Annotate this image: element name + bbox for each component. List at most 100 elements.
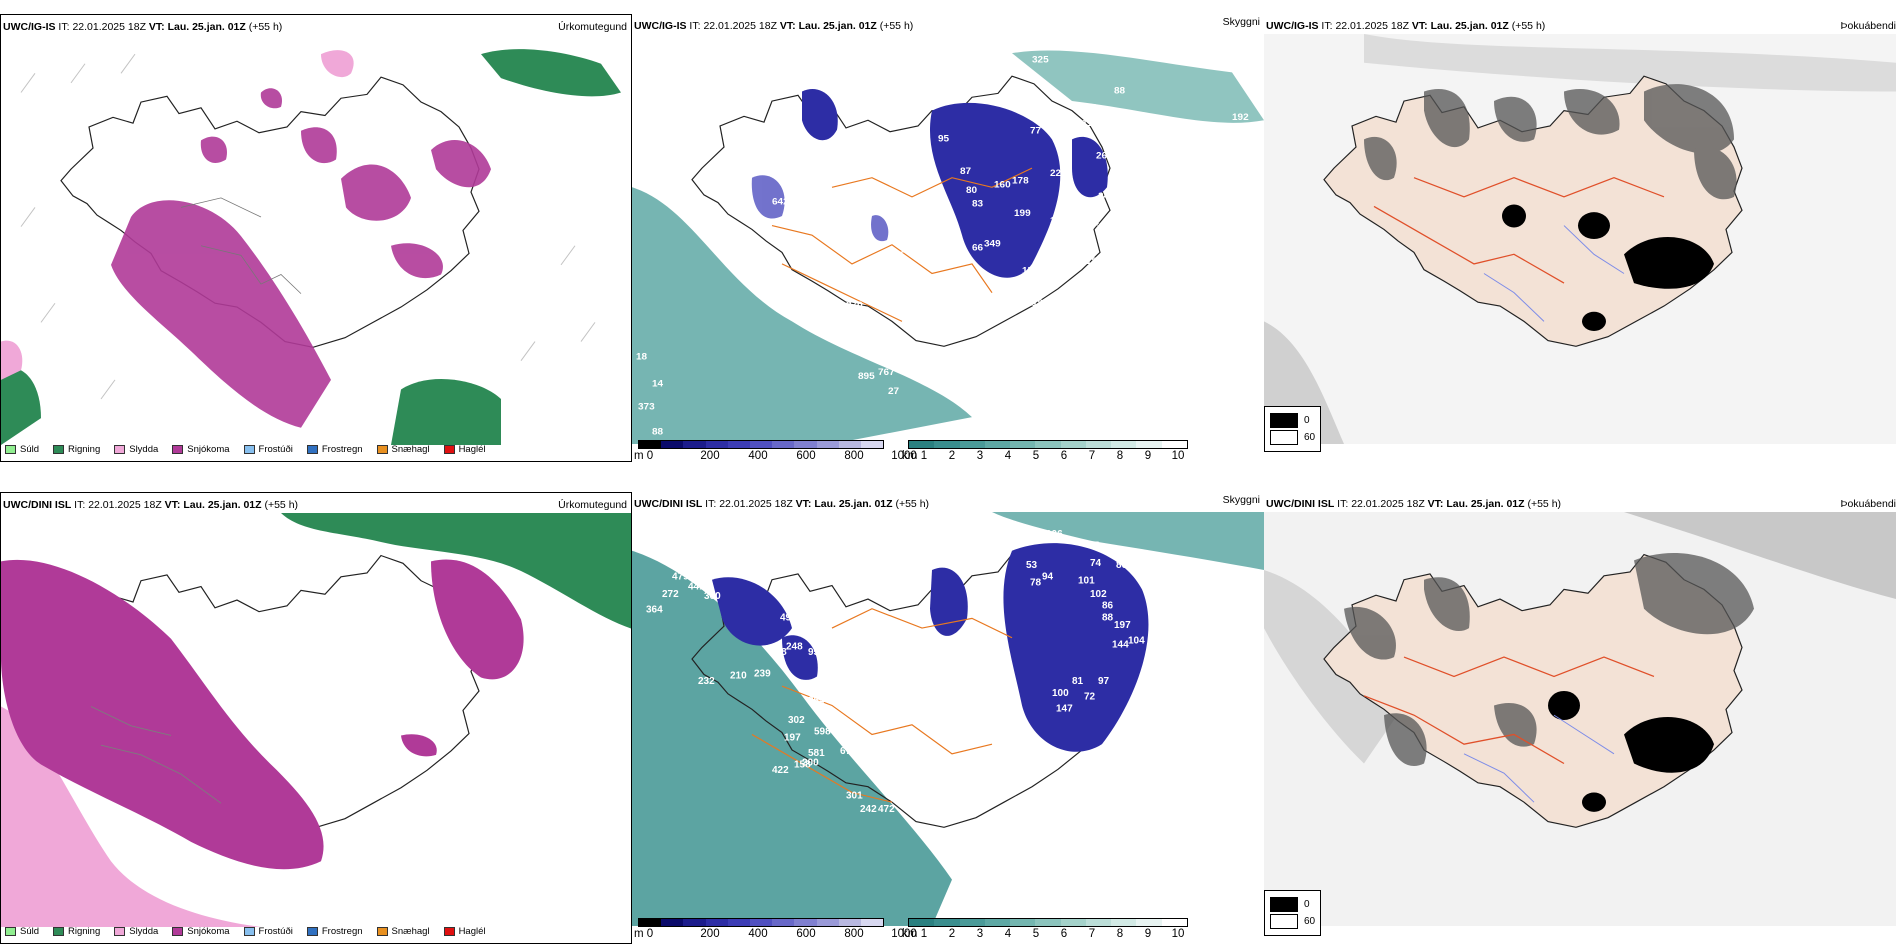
cloud-base-value-label: 364 bbox=[646, 605, 663, 616]
cloud-base-value-label: 98 bbox=[950, 640, 962, 651]
top-cloud-base-strip bbox=[638, 440, 884, 449]
cloud-base-value-label: 81 bbox=[1072, 676, 1084, 687]
label-text: Snæhagl bbox=[391, 444, 430, 455]
label-text: Frostúði bbox=[258, 444, 293, 455]
cloud-base-value-label: 272 bbox=[662, 589, 679, 600]
cloud-base-value-label: 104 bbox=[1128, 636, 1145, 647]
cloud-base-value-label: 299 bbox=[890, 730, 907, 741]
colorbar-segment bbox=[794, 919, 817, 926]
cloud-base-value-label: 767 bbox=[878, 367, 895, 378]
colorbar-segment bbox=[705, 919, 728, 926]
cloud-base-value-label: 66 bbox=[972, 243, 984, 254]
top-fog-map bbox=[1264, 34, 1896, 444]
cloud-base-value-label: 523 bbox=[858, 705, 875, 716]
colorbar-tick-label: 5 bbox=[1032, 450, 1040, 462]
cloud-base-value-label: 895 bbox=[858, 371, 875, 382]
colorbar-segment bbox=[661, 441, 684, 448]
cloud-base-value-label: 80 bbox=[966, 185, 978, 196]
label-text: (+55 h) bbox=[1511, 20, 1546, 32]
colorbar-segment bbox=[683, 919, 706, 926]
cloud-base-value-label: 88 bbox=[1114, 86, 1126, 97]
bottom-cloud-base-strip bbox=[638, 918, 884, 927]
top-visibility-unit: km bbox=[902, 450, 918, 462]
cloud-base-value-label: 879 bbox=[844, 229, 861, 240]
cloud-base-value-label: 184 bbox=[1086, 256, 1103, 267]
colorbar-tick-label: 800 bbox=[844, 928, 864, 940]
colorbar-segment bbox=[683, 441, 706, 448]
label-text: (+55 h) bbox=[264, 499, 299, 511]
label-text: VT: bbox=[1411, 20, 1428, 32]
cloud-base-value-label: 356 bbox=[988, 667, 1005, 678]
colorbar-segment bbox=[860, 441, 884, 448]
cloud-base-value-label: 242 bbox=[860, 804, 877, 815]
colorbar-tick-label: 0 bbox=[646, 450, 654, 462]
bottom-visibility-unit: km bbox=[902, 928, 918, 940]
cloud-base-value-label: 137 bbox=[832, 218, 849, 229]
colorbar-segment bbox=[1111, 919, 1137, 926]
colorbar-tick-label: 2 bbox=[948, 450, 956, 462]
cloud-base-value-label: 608 bbox=[832, 692, 849, 703]
cloud-base-value-label: 113 bbox=[1082, 118, 1099, 129]
top-visibility-strip bbox=[908, 440, 1188, 449]
top-precip-panel: UWC/IG-IS IT: 22.01.2025 18Z VT: Lau. 25… bbox=[0, 14, 632, 462]
bottom-cloud-label: Skyggni bbox=[1222, 494, 1260, 506]
bottom-cloud-base-colorbar: m 0 200 400 600 800 1000 bbox=[634, 918, 917, 942]
label-text: Súld bbox=[20, 444, 40, 455]
cloud-base-value-label: 60 bbox=[1166, 224, 1178, 235]
label-text: 22.01.2025 18Z bbox=[1351, 498, 1425, 510]
swatch-sudl bbox=[5, 445, 16, 454]
label-text: Lau. 25.jan. 01Z bbox=[814, 498, 893, 510]
swatch-frostudi bbox=[243, 445, 255, 454]
colorbar-tick-label: 8 bbox=[1116, 450, 1124, 462]
swatch-snjokoma bbox=[172, 445, 184, 454]
fog-swatch-0 bbox=[1270, 413, 1298, 428]
cloud-base-value-label: 83 bbox=[972, 199, 984, 210]
cloud-base-value-label: 192 bbox=[1232, 112, 1249, 123]
cloud-base-value-label: 301 bbox=[828, 663, 845, 674]
legend-item-snaehagl: Snæhagl bbox=[376, 444, 430, 455]
top-cloud-panel: UWC/IG-IS IT: 22.01.2025 18Z VT: Lau. 25… bbox=[632, 14, 1264, 462]
cloud-base-value-label: 642 bbox=[772, 197, 789, 208]
cloud-base-value-label: 62 bbox=[1162, 201, 1174, 212]
swatch-frostudi-b bbox=[243, 927, 255, 936]
cloud-base-value-label: 205 bbox=[718, 568, 735, 579]
cloud-base-value-label: 197 bbox=[784, 732, 801, 743]
cloud-base-value-label: 514 bbox=[1082, 218, 1099, 229]
bottom-precip-map bbox=[1, 513, 631, 927]
colorbar-tick-label: 2 bbox=[948, 928, 956, 940]
colorbar-tick-label: 8 bbox=[1116, 928, 1124, 940]
cloud-base-value-label: 956 bbox=[808, 647, 825, 658]
label-text: 60 bbox=[1304, 916, 1316, 927]
colorbar-segment bbox=[1085, 441, 1112, 448]
colorbar-segment bbox=[816, 919, 839, 926]
top-fog-panel: UWC/IG-IS IT: 22.01.2025 18Z VT: Lau. 25… bbox=[1264, 14, 1900, 462]
fog-legend-row-60: 60 bbox=[1270, 430, 1315, 445]
top-cloud-title: UWC/IG-IS IT: 22.01.2025 18Z VT: Lau. 25… bbox=[634, 20, 913, 32]
bottom-visibility-strip bbox=[908, 918, 1188, 927]
legend-item-frostregn-b: Frostregn bbox=[306, 926, 363, 937]
colorbar-tick-label: 400 bbox=[748, 450, 768, 462]
colorbar-segment bbox=[1161, 441, 1187, 448]
label-text: VT: bbox=[795, 498, 812, 510]
label-text: Lau. 25.jan. 01Z bbox=[1430, 20, 1509, 32]
cloud-base-value-label: 208 bbox=[1096, 277, 1113, 288]
cloud-base-value-label: 826 bbox=[852, 690, 869, 701]
cloud-base-value-label: 581 bbox=[808, 748, 825, 759]
label-text: 22.01.2025 18Z bbox=[1335, 20, 1409, 32]
colorbar-segment bbox=[1085, 919, 1112, 926]
label-text: Snjókoma bbox=[187, 444, 230, 455]
label-text: Frostúði bbox=[258, 926, 293, 937]
cloud-base-value-label: 173 bbox=[736, 552, 753, 563]
colorbar-tick-label: 7 bbox=[1088, 450, 1096, 462]
cloud-base-value-label: 147 bbox=[1056, 703, 1073, 714]
cloud-base-value-label: 101 bbox=[1078, 576, 1095, 587]
legend-item-snjokoma-b: Snjókoma bbox=[172, 926, 230, 937]
colorbar-segment bbox=[1136, 919, 1162, 926]
cloud-base-value-label: 144 bbox=[1112, 640, 1129, 651]
colorbar-tick-label: 1000 bbox=[891, 450, 917, 462]
cloud-base-value-label: 14 bbox=[652, 379, 664, 390]
cloud-base-value-label: 264 bbox=[830, 678, 847, 689]
colorbar-tick-label: 5 bbox=[1032, 928, 1040, 940]
bottom-fog-panel: UWC/DINI ISL IT: 22.01.2025 18Z VT: Lau.… bbox=[1264, 492, 1900, 944]
colorbar-segment bbox=[909, 441, 935, 448]
